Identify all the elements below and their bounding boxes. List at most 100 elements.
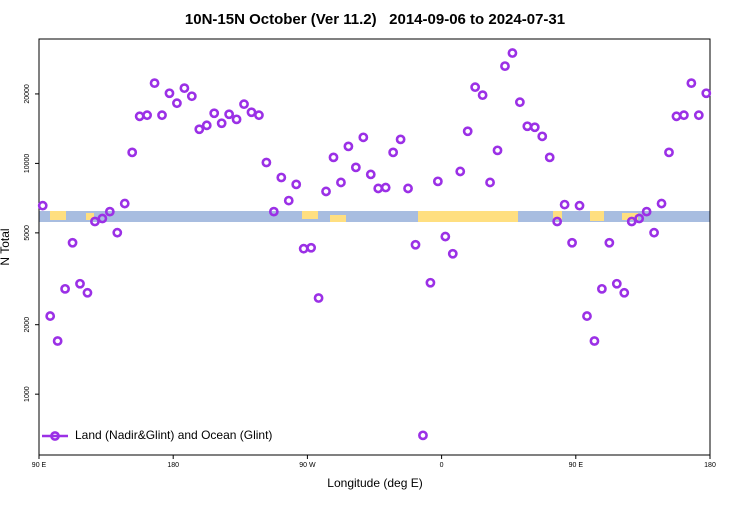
data-point — [380, 182, 391, 193]
data-point — [410, 239, 421, 250]
data-point — [127, 147, 138, 158]
data-point — [112, 227, 123, 238]
data-point — [388, 147, 399, 158]
data-point — [567, 237, 577, 248]
data-point — [172, 98, 182, 109]
data-point — [179, 83, 190, 94]
data-point — [67, 237, 78, 248]
data-point — [149, 78, 160, 89]
data-point — [500, 61, 510, 72]
data-point — [514, 97, 525, 108]
data-point — [679, 110, 689, 121]
data-point — [246, 107, 257, 118]
data-point — [529, 122, 540, 133]
data-point — [485, 177, 495, 188]
data-point — [559, 199, 570, 210]
plot-frame — [38, 38, 711, 456]
y-tick-label: 5000 — [24, 225, 31, 241]
data-point — [164, 88, 175, 99]
data-point — [142, 110, 153, 121]
data-point — [201, 120, 212, 131]
data-point — [45, 311, 56, 321]
data-point — [134, 111, 145, 122]
data-point — [604, 237, 615, 248]
data-point — [306, 242, 317, 253]
y-tick-label: 1000 — [24, 386, 31, 402]
data-point — [440, 231, 451, 242]
y-tick-label: 2000 — [24, 317, 31, 333]
legend-label: Land (Nadir&Glint) and Ocean (Glint) — [75, 428, 272, 442]
data-point — [671, 111, 682, 122]
x-tick-label: 90 E — [32, 462, 47, 469]
data-point — [37, 200, 48, 211]
data-point — [365, 169, 376, 180]
data-point — [507, 48, 518, 58]
x-tick-label: 0 — [440, 462, 444, 469]
data-point — [552, 216, 563, 227]
data-point — [596, 283, 607, 294]
data-point — [194, 124, 205, 135]
data-point — [693, 110, 704, 121]
data-point — [582, 311, 592, 321]
data-point — [455, 166, 466, 177]
data-point — [537, 131, 548, 142]
data-point — [664, 147, 674, 158]
data-point — [425, 277, 436, 288]
data-point — [261, 157, 272, 168]
data-point — [268, 206, 279, 217]
data-point — [470, 82, 481, 93]
data-point — [418, 430, 428, 441]
data-point — [157, 110, 167, 121]
data-point — [619, 287, 630, 298]
data-point — [350, 162, 361, 173]
data-point — [432, 176, 443, 187]
data-point — [321, 186, 331, 197]
data-point — [358, 132, 369, 143]
data-point — [611, 278, 622, 289]
legend-marker — [50, 431, 60, 441]
data-point — [119, 198, 130, 209]
data-point — [574, 200, 585, 211]
x-axis-label: Longitude (deg E) — [327, 476, 422, 490]
y-tick-label: 20000 — [24, 84, 31, 104]
data-point — [656, 198, 667, 209]
y-axis-label: N Total — [0, 228, 12, 265]
data-point — [477, 90, 488, 101]
data-point — [403, 183, 413, 194]
x-tick-label: 180 — [167, 462, 179, 469]
data-point — [283, 195, 294, 206]
data-point — [104, 206, 115, 217]
data-point — [447, 248, 458, 259]
x-tick-label: 90 W — [299, 462, 316, 469]
data-point — [589, 336, 600, 346]
map-strip — [39, 211, 710, 222]
data-point — [544, 152, 555, 163]
data-point — [231, 114, 242, 125]
data-point — [522, 121, 533, 132]
data-point — [701, 88, 712, 99]
data-point — [276, 172, 287, 183]
data-point — [186, 91, 197, 102]
data-point — [462, 126, 473, 137]
y-tick-label: 10000 — [24, 154, 31, 174]
data-point — [216, 118, 227, 129]
data-point — [328, 152, 339, 163]
data-point — [97, 213, 108, 224]
data-point — [686, 78, 697, 89]
data-point — [52, 336, 63, 346]
data-point — [254, 110, 264, 121]
x-tick-label: 90 E — [569, 462, 584, 469]
data-point — [209, 108, 220, 119]
data-point — [291, 179, 302, 190]
data-point — [75, 278, 85, 289]
data-point — [60, 283, 70, 294]
data-point — [641, 206, 652, 217]
data-point — [634, 213, 645, 224]
data-point — [239, 99, 249, 110]
data-point — [492, 145, 503, 156]
data-point — [298, 243, 309, 254]
data-point — [82, 287, 93, 298]
data-point — [649, 227, 659, 238]
data-point — [224, 109, 235, 120]
